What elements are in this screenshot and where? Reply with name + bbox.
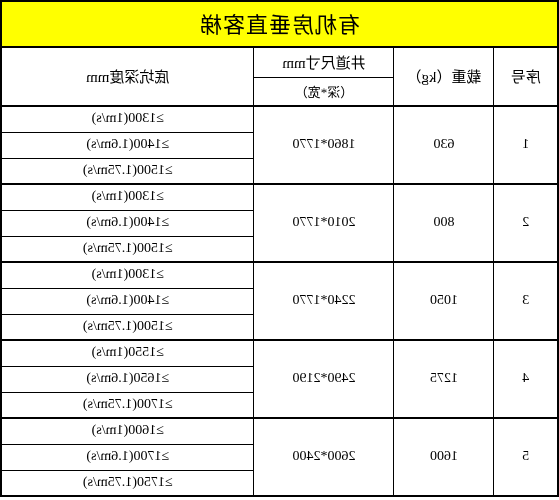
dim-cell: 2240*1770 — [254, 262, 394, 340]
depth-cell: ≥1500(1.75m/s) — [1, 236, 254, 262]
table-title: 有机房垂直客梯 — [0, 0, 559, 46]
depth-cell: ≥1400(1.6m/s) — [1, 132, 254, 158]
dim-cell: 1860*1770 — [254, 106, 394, 184]
depth-cell: ≥1300(1m/s) — [1, 262, 254, 288]
depth-cell: ≥1300(1m/s) — [1, 184, 254, 210]
elevator-spec-table: 序号 载重（kg） 井道尺寸mm 底坑深度mm （深*宽） 1 630 1860… — [0, 46, 559, 497]
header-weight: 载重（kg） — [394, 47, 494, 106]
header-depth: 底坑深度mm — [1, 47, 254, 106]
depth-cell: ≥1500(1.75m/s) — [1, 314, 254, 340]
weight-cell: 1050 — [394, 262, 494, 340]
dim-cell: 2490*2190 — [254, 340, 394, 418]
depth-cell: ≥1550(1m/s) — [1, 340, 254, 366]
depth-cell: ≥1500(1.75m/s) — [1, 158, 254, 184]
header-dim-main: 井道尺寸mm — [254, 47, 394, 78]
depth-cell: ≥1600(1m/s) — [1, 418, 254, 444]
table-body: 1 630 1860*1770 ≥1300(1m/s) ≥1400(1.6m/s… — [1, 106, 558, 496]
depth-cell: ≥1300(1m/s) — [1, 106, 254, 132]
seq-cell: 2 — [494, 184, 558, 262]
header-seq: 序号 — [494, 47, 558, 106]
depth-cell: ≥1650(1.6m/s) — [1, 366, 254, 392]
dim-cell: 2010*1770 — [254, 184, 394, 262]
header-dim-sub: （深*宽） — [254, 78, 394, 107]
depth-cell: ≥1400(1.6m/s) — [1, 288, 254, 314]
weight-cell: 630 — [394, 106, 494, 184]
weight-cell: 1600 — [394, 418, 494, 496]
seq-cell: 3 — [494, 262, 558, 340]
seq-cell: 4 — [494, 340, 558, 418]
depth-cell: ≥1750(1.75m/s) — [1, 470, 254, 496]
depth-cell: ≥1700(1.75m/s) — [1, 392, 254, 418]
seq-cell: 1 — [494, 106, 558, 184]
dim-cell: 2600*2400 — [254, 418, 394, 496]
depth-cell: ≥1400(1.6m/s) — [1, 210, 254, 236]
seq-cell: 5 — [494, 418, 558, 496]
weight-cell: 1275 — [394, 340, 494, 418]
depth-cell: ≥1700(1.6m/s) — [1, 444, 254, 470]
weight-cell: 800 — [394, 184, 494, 262]
